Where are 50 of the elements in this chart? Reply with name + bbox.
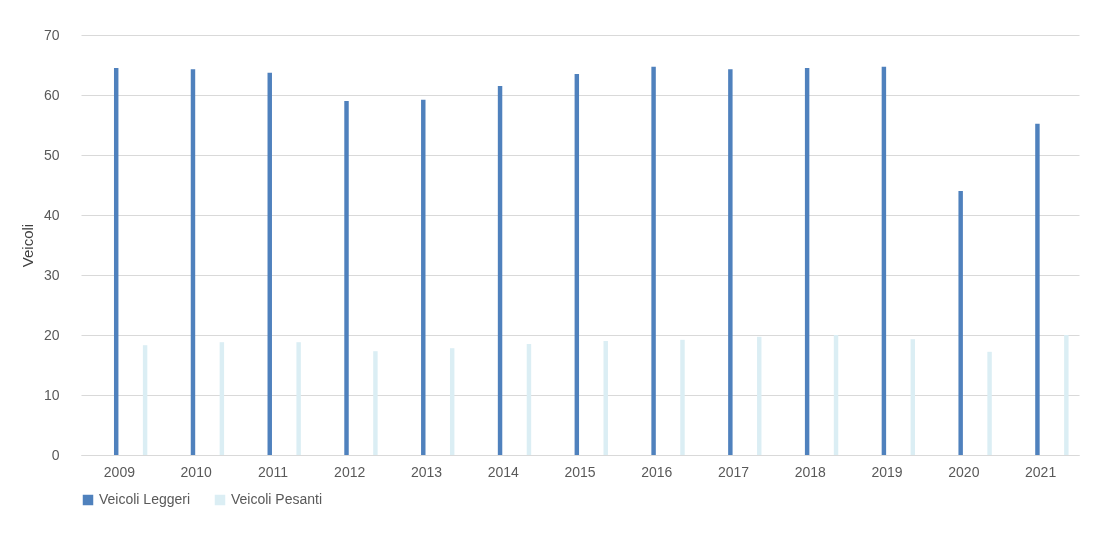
y-tick-label: 20 xyxy=(43,326,60,343)
bar xyxy=(757,336,762,455)
bar xyxy=(190,69,196,455)
y-tick-label: 50 xyxy=(43,146,60,163)
y-tick-label: 10 xyxy=(43,386,60,403)
y-tick-label: 40 xyxy=(43,206,60,223)
bar xyxy=(113,68,119,455)
x-tick-label: 2015 xyxy=(564,463,596,480)
bar xyxy=(296,342,301,455)
bar xyxy=(574,74,580,455)
bar xyxy=(958,191,963,455)
bar xyxy=(497,86,503,455)
legend-label: Veicoli Pesanti xyxy=(231,491,323,507)
bar xyxy=(881,66,887,455)
y-tick-label: 0 xyxy=(51,446,60,463)
bar xyxy=(728,69,733,455)
x-tick-label: 2011 xyxy=(257,463,289,480)
bar xyxy=(680,339,685,455)
x-tick-label: 2014 xyxy=(487,463,520,480)
bar xyxy=(1064,335,1069,455)
x-tick-label: 2021 xyxy=(1025,463,1057,480)
x-tick-label: 2017 xyxy=(717,463,750,480)
bar xyxy=(421,99,426,455)
y-axis-title: Veicoli xyxy=(18,223,36,268)
x-tick-label: 2019 xyxy=(871,463,903,480)
x-tick-label: 2009 xyxy=(103,463,136,480)
bar xyxy=(373,351,378,455)
bar xyxy=(987,351,992,455)
bar xyxy=(526,344,532,455)
bar xyxy=(219,342,225,455)
bar xyxy=(651,66,656,455)
bar xyxy=(267,72,272,455)
y-tick-label: 60 xyxy=(43,86,60,103)
bar xyxy=(142,345,148,455)
bar xyxy=(910,339,916,455)
legend-label: Veicoli Leggeri xyxy=(99,491,191,507)
bar xyxy=(344,101,349,455)
x-tick-label: 2010 xyxy=(180,463,212,480)
y-tick-label: 70 xyxy=(43,26,60,43)
x-tick-label: 2020 xyxy=(948,463,980,480)
bar xyxy=(833,335,839,455)
bar xyxy=(603,341,608,455)
x-tick-label: 2012 xyxy=(334,463,366,480)
x-tick-label: 2016 xyxy=(641,463,673,480)
bar xyxy=(804,68,810,455)
y-tick-label: 30 xyxy=(43,266,60,283)
x-tick-label: 2013 xyxy=(410,463,443,480)
bar xyxy=(1035,123,1040,455)
bar xyxy=(449,348,455,455)
x-tick-label: 2018 xyxy=(794,463,827,480)
